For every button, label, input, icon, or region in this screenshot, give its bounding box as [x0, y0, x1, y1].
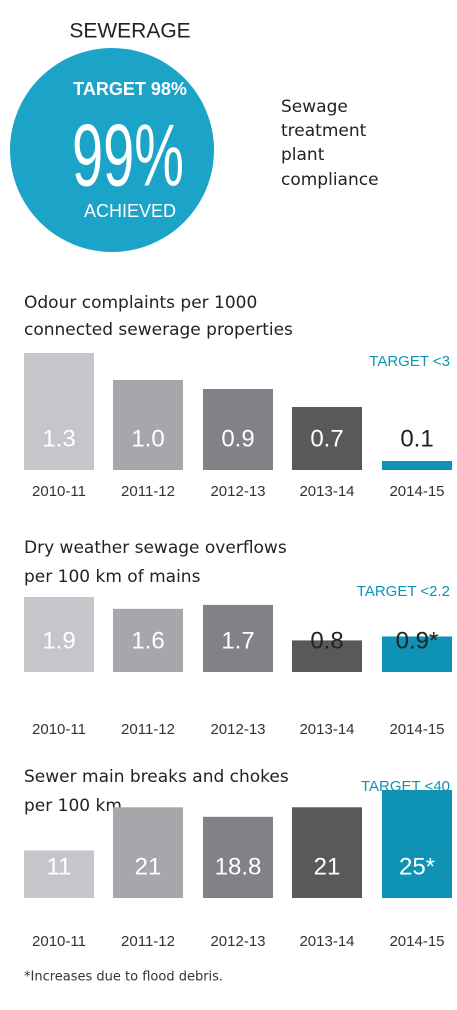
bar — [292, 407, 362, 470]
value-label: 0.9 — [221, 425, 254, 452]
value-label: 1.0 — [131, 425, 164, 452]
bar — [113, 380, 183, 470]
x-tick-label: 2011-12 — [121, 721, 175, 738]
value-label: 11 — [47, 853, 72, 880]
target-label: TARGET <3 — [369, 353, 450, 370]
x-tick-label: 2012-13 — [210, 721, 265, 738]
bar — [203, 604, 273, 672]
x-tick-label: 2013-14 — [299, 721, 354, 738]
bar — [113, 608, 183, 672]
kpi-value: 99% — [72, 105, 184, 204]
x-tick-label: 2010-11 — [32, 483, 86, 500]
value-label: 0.9* — [396, 627, 439, 654]
value-label: 0.8 — [310, 627, 343, 654]
x-tick-label: 2010-11 — [32, 933, 86, 950]
bar — [382, 790, 452, 898]
kpi-description: compliance — [281, 170, 379, 190]
value-label: 1.9 — [42, 627, 75, 654]
bar — [382, 461, 452, 470]
x-tick-label: 2011-12 — [121, 933, 175, 950]
kpi-target: TARGET 98% — [73, 79, 187, 99]
value-label: 18.8 — [215, 853, 262, 880]
value-label: 25* — [399, 853, 435, 880]
value-label: 21 — [314, 853, 341, 880]
value-label: 1.3 — [42, 425, 75, 452]
chart-title: per 100 km — [24, 796, 122, 816]
kpi-status: ACHIEVED — [84, 201, 176, 221]
kpi-description: plant — [281, 145, 325, 165]
bar — [382, 636, 452, 672]
chart-title: Odour complaints per 1000 — [24, 293, 257, 313]
chart-title: Dry weather sewage overflows — [24, 538, 287, 558]
x-tick-label: 2014-15 — [389, 933, 444, 950]
bar — [203, 816, 273, 898]
value-label: 1.7 — [221, 627, 254, 654]
x-tick-label: 2013-14 — [299, 933, 354, 950]
kpi-description: treatment — [281, 121, 367, 141]
chart-title: connected sewerage properties — [24, 320, 293, 340]
bar — [24, 850, 94, 898]
chart-title: Sewer main breaks and chokes — [24, 767, 289, 787]
x-tick-label: 2012-13 — [210, 933, 265, 950]
bar — [113, 807, 183, 898]
x-tick-label: 2012-13 — [210, 483, 265, 500]
bar — [292, 640, 362, 672]
x-tick-label: 2014-15 — [389, 721, 444, 738]
value-label: 1.6 — [131, 627, 164, 654]
footnote: *Increases due to flood debris. — [24, 970, 223, 985]
bar — [203, 389, 273, 470]
x-tick-label: 2011-12 — [121, 483, 175, 500]
target-label: TARGET <2.2 — [357, 583, 450, 600]
chart-title: per 100 km of mains — [24, 567, 201, 587]
x-tick-label: 2010-11 — [32, 721, 86, 738]
kpi-description: Sewage — [281, 97, 348, 117]
kpi-circle — [10, 48, 214, 252]
value-label: 21 — [135, 853, 162, 880]
x-tick-label: 2014-15 — [389, 483, 444, 500]
bar — [292, 807, 362, 898]
value-label: 0.1 — [400, 425, 433, 452]
bar — [24, 353, 94, 470]
section-title: SEWERAGE — [69, 20, 190, 43]
value-label: 0.7 — [310, 425, 343, 452]
bar — [24, 597, 94, 672]
x-tick-label: 2013-14 — [299, 483, 354, 500]
